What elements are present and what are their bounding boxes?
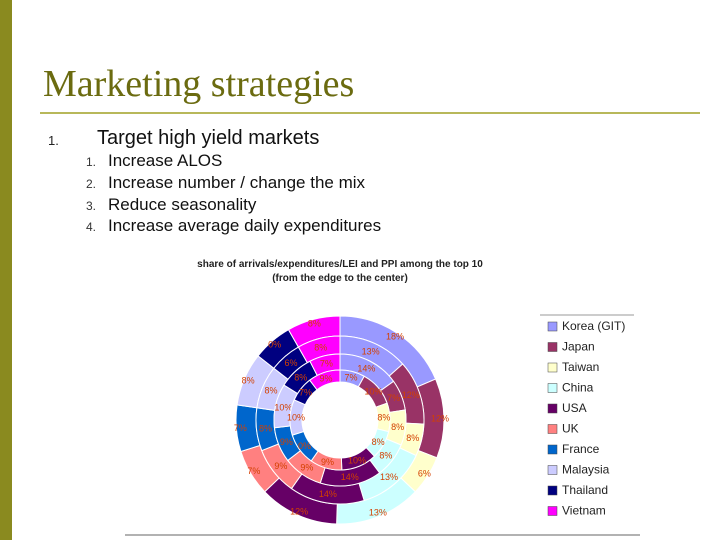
data-label: 12% xyxy=(431,413,449,423)
data-label: 8% xyxy=(372,437,385,447)
legend-label: Taiwan xyxy=(562,360,599,374)
data-label: 13% xyxy=(380,472,398,482)
legend-label: Korea (GIT) xyxy=(562,319,625,333)
legend-swatch xyxy=(547,383,558,393)
sub-list-item: 1. Increase ALOS xyxy=(86,151,222,171)
data-label: 6% xyxy=(284,358,297,368)
sub-list-number: 3. xyxy=(86,199,97,213)
data-label: 7% xyxy=(234,423,247,433)
legend-swatch xyxy=(547,403,558,414)
data-label: 14% xyxy=(341,472,359,482)
data-label: 10% xyxy=(365,387,383,397)
data-label: 6% xyxy=(418,469,431,479)
legend-label: Vietnam xyxy=(562,504,606,518)
donut-slice xyxy=(309,369,341,391)
data-label: 0% xyxy=(298,441,311,451)
data-label: 10% xyxy=(274,402,292,412)
sub-list-text: Reduce seasonality xyxy=(108,195,257,214)
left-accent-bar xyxy=(0,0,12,540)
data-label: 7% xyxy=(299,388,312,398)
legend-swatch xyxy=(547,465,558,475)
data-label: 7% xyxy=(387,393,400,403)
data-label: 8% xyxy=(242,376,255,386)
data-label: 8% xyxy=(308,318,321,328)
data-label: 9% xyxy=(321,457,334,467)
data-label: 8% xyxy=(406,433,419,443)
data-label: 13% xyxy=(362,347,380,357)
legend-label: USA xyxy=(562,401,587,415)
legend-swatch xyxy=(547,424,558,434)
legend-label: China xyxy=(562,381,594,395)
data-label: 8% xyxy=(259,423,272,433)
data-label: 8% xyxy=(377,413,390,423)
data-label: 9% xyxy=(280,437,293,447)
data-label: 7% xyxy=(247,466,260,476)
sub-list-number: 1. xyxy=(86,155,97,169)
data-label: 8% xyxy=(391,422,404,432)
legend-swatch xyxy=(547,485,558,496)
data-label: 9% xyxy=(319,373,332,383)
title-underline xyxy=(40,112,700,114)
data-label: 18% xyxy=(386,332,404,342)
data-label: 9% xyxy=(274,461,287,471)
slide-title: Marketing strategies xyxy=(43,63,355,105)
list-item-main: Target high yield markets xyxy=(97,127,320,149)
sub-list-number: 4. xyxy=(86,220,97,234)
data-label: 8% xyxy=(265,385,278,395)
chart-title-line2: (from the edge to the center) xyxy=(272,273,408,284)
sub-list-number: 2. xyxy=(86,177,97,191)
legend-label: France xyxy=(562,442,600,456)
chart-title: share of arrivals/expenditures/LEI and P… xyxy=(150,258,530,286)
data-label: 0% xyxy=(268,339,281,349)
legend-swatch xyxy=(547,342,558,352)
legend-swatch xyxy=(547,321,558,332)
chart-title-line1: share of arrivals/expenditures/LEI and P… xyxy=(197,259,483,270)
data-label: 7% xyxy=(320,359,333,369)
legend-label: Thailand xyxy=(562,483,608,497)
data-label: 8% xyxy=(314,343,327,353)
sub-list-item: 4. Increase average daily expenditures xyxy=(86,216,381,236)
sub-list-text: Increase number / change the mix xyxy=(108,173,366,192)
data-label: 10% xyxy=(348,456,366,466)
data-label: 7% xyxy=(344,372,357,382)
legend-label: Japan xyxy=(562,340,595,354)
legend-label: UK xyxy=(562,422,579,436)
data-label: 14% xyxy=(319,489,337,499)
sub-list-text: Increase average daily expenditures xyxy=(108,216,382,235)
legend-swatch xyxy=(547,444,558,455)
sub-list-item: 3. Reduce seasonality xyxy=(86,195,256,215)
data-label: 8% xyxy=(379,451,392,461)
legend-swatch xyxy=(547,362,558,373)
sub-list-item: 2. Increase number / change the mix xyxy=(86,173,365,193)
legend-swatch xyxy=(547,506,558,516)
legend-label: Malaysia xyxy=(562,463,610,477)
data-label: 9% xyxy=(300,463,313,473)
sub-list-text: Increase ALOS xyxy=(108,151,223,170)
data-label: 14% xyxy=(357,363,375,373)
data-label: 13% xyxy=(369,508,387,518)
list-number: 1. xyxy=(48,133,59,148)
data-label: 12% xyxy=(290,506,308,516)
data-label: 8% xyxy=(294,372,307,382)
data-label: 12% xyxy=(402,390,420,400)
data-label: 10% xyxy=(287,413,305,423)
